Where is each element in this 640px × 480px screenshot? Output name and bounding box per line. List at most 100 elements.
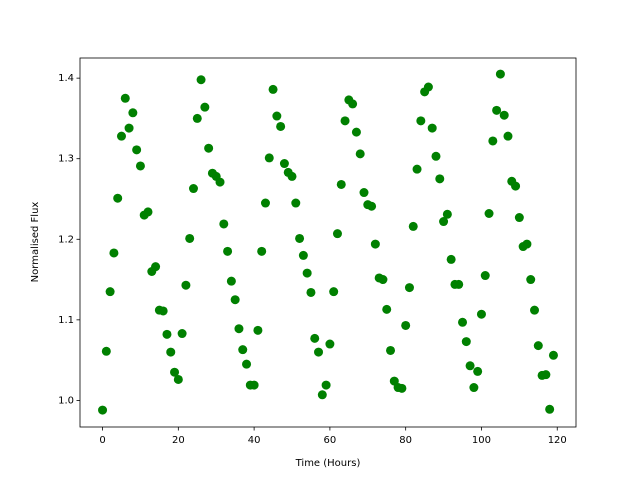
data-point (192, 113, 202, 123)
data-point (382, 304, 392, 314)
data-point (431, 151, 441, 161)
data-point (488, 136, 498, 146)
y-axis-label: Normalised Flux (30, 202, 41, 283)
data-point (439, 217, 449, 227)
data-point (101, 346, 111, 356)
data-point (162, 329, 172, 339)
data-point (310, 333, 320, 343)
data-point (268, 84, 278, 94)
data-point (461, 337, 471, 347)
data-point (458, 317, 468, 327)
x-tick-label: 0 (99, 435, 105, 446)
data-point (105, 287, 115, 297)
data-point (98, 405, 108, 415)
data-point (120, 93, 130, 103)
data-point (151, 262, 161, 272)
data-point (135, 161, 145, 171)
data-point (219, 219, 229, 229)
data-point (185, 233, 195, 243)
data-point (291, 198, 301, 208)
data-point (397, 383, 407, 393)
data-point (242, 359, 252, 369)
data-point (545, 404, 555, 414)
data-point (412, 164, 422, 174)
data-point (295, 233, 305, 243)
data-point (541, 370, 551, 380)
data-point (423, 82, 433, 92)
data-point (465, 361, 475, 371)
data-point (480, 271, 490, 281)
x-tick-label: 120 (548, 435, 567, 446)
data-point (158, 306, 168, 316)
data-point (378, 275, 388, 285)
data-point (435, 174, 445, 184)
data-point (408, 221, 418, 231)
data-point (276, 121, 286, 131)
data-point (196, 75, 206, 85)
data-point (446, 254, 456, 264)
data-point (279, 159, 289, 169)
data-point (325, 339, 335, 349)
data-point (427, 123, 437, 133)
data-point (514, 213, 524, 223)
data-point (454, 279, 464, 289)
x-tick-label: 20 (172, 435, 185, 446)
data-point (166, 347, 176, 357)
data-point (370, 239, 380, 249)
data-point (238, 345, 248, 355)
x-tick-label: 80 (399, 435, 412, 446)
data-point (204, 143, 214, 153)
data-point (533, 341, 543, 351)
data-point (128, 108, 138, 118)
data-point (522, 239, 532, 249)
data-point (492, 105, 502, 115)
x-tick-label: 40 (248, 435, 261, 446)
data-point (226, 276, 236, 286)
data-point (173, 374, 183, 384)
data-point (287, 171, 297, 181)
data-point (188, 184, 198, 194)
x-tick-label: 100 (472, 435, 491, 446)
data-point (181, 280, 191, 290)
data-point (336, 179, 346, 189)
data-point (495, 69, 505, 79)
y-tick-label: 1.4 (58, 73, 74, 84)
data-point (249, 380, 259, 390)
x-tick-label: 60 (324, 435, 337, 446)
data-point (355, 149, 365, 159)
data-point (264, 153, 274, 163)
data-point (321, 380, 331, 390)
data-point (230, 295, 240, 305)
data-point (132, 145, 142, 155)
data-point (200, 102, 210, 112)
data-point (442, 209, 452, 219)
data-point (317, 390, 327, 400)
data-point (476, 309, 486, 319)
data-point (469, 383, 479, 393)
data-point (314, 347, 324, 357)
y-tick-label: 1.0 (58, 395, 74, 406)
data-point (272, 111, 282, 121)
data-point (404, 283, 414, 293)
data-point (548, 350, 558, 360)
data-point (143, 207, 153, 217)
data-point (177, 329, 187, 339)
data-point (526, 275, 536, 285)
data-point (332, 229, 342, 239)
data-point (257, 246, 267, 256)
data-point (503, 131, 513, 141)
data-point (386, 345, 396, 355)
data-point (340, 116, 350, 126)
x-axis-label: Time (Hours) (295, 458, 361, 469)
data-point (329, 287, 339, 297)
plot-frame (79, 57, 577, 428)
data-point (124, 123, 134, 133)
data-point (215, 177, 225, 187)
data-point (351, 127, 361, 137)
y-tick-label: 1.1 (58, 315, 74, 326)
data-point (367, 201, 377, 211)
data-point (473, 366, 483, 376)
data-point (401, 320, 411, 330)
data-point (306, 287, 316, 297)
